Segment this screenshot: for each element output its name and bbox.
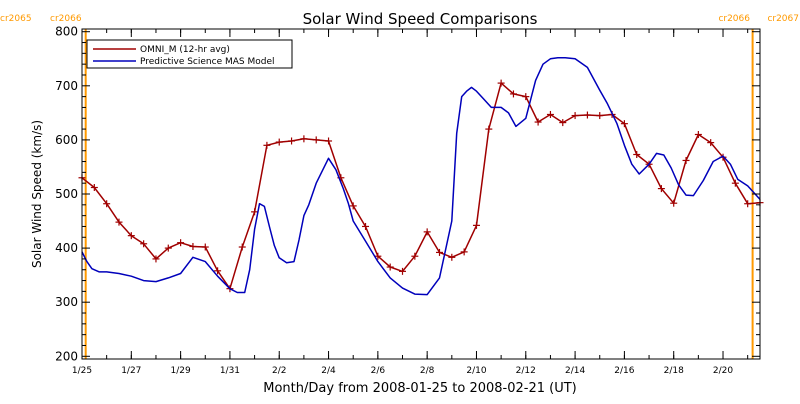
- legend-box: [86, 39, 293, 69]
- legend: OMNI_M (12-hr avg) Predictive Science MA…: [86, 39, 293, 69]
- data-point-omni: [411, 252, 419, 260]
- carrington-label: cr2067: [767, 14, 799, 24]
- x-tick-label: 2/12: [516, 366, 536, 376]
- data-point-omni: [472, 221, 480, 229]
- data-point-omni: [682, 156, 690, 164]
- data-point-omni: [386, 263, 394, 271]
- y-tick-label: 200: [55, 349, 78, 363]
- data-point-omni: [263, 141, 271, 149]
- data-point-omni: [164, 244, 172, 252]
- data-point-omni: [485, 125, 493, 133]
- data-point-omni: [300, 135, 308, 143]
- y-tick-label: 800: [55, 25, 78, 39]
- x-tick-label: 1/31: [220, 366, 240, 376]
- data-point-omni: [127, 232, 135, 240]
- y-tick-label: 500: [55, 187, 78, 201]
- legend-label-omni: OMNI_M (12-hr avg): [140, 45, 230, 55]
- data-point-omni: [707, 139, 715, 147]
- x-tick-label: 2/4: [321, 366, 336, 376]
- data-point-omni: [214, 267, 222, 275]
- data-point-omni: [251, 208, 259, 216]
- data-point-omni: [349, 202, 357, 210]
- legend-label-mas: Predictive Science MAS Model: [140, 57, 275, 67]
- series-line-mas: [81, 56, 761, 296]
- data-point-omni: [201, 243, 209, 251]
- data-point-omni: [509, 90, 517, 98]
- data-point-omni: [103, 200, 111, 208]
- data-point-omni: [448, 253, 456, 261]
- x-tick-label: 1/25: [72, 366, 92, 376]
- x-tick-label: 1/27: [121, 366, 141, 376]
- x-tick-label: 1/29: [171, 366, 191, 376]
- x-axis-label: Month/Day from 2008-01-25 to 2008-02-21 …: [263, 381, 576, 396]
- x-tick-label: 2/10: [466, 366, 486, 376]
- y-tick-label: 600: [55, 133, 78, 147]
- data-point-omni: [140, 240, 148, 248]
- data-point-omni: [312, 136, 320, 144]
- data-point-omni: [670, 199, 678, 207]
- data-point-omni: [633, 151, 641, 159]
- data-point-omni: [620, 120, 628, 128]
- y-tick-label: 400: [55, 241, 78, 255]
- data-point-omni: [571, 112, 579, 120]
- data-point-omni: [152, 255, 160, 263]
- y-axis-label: Solar Wind Speed (km/s): [30, 120, 44, 268]
- data-point-omni: [534, 118, 542, 126]
- data-point-omni: [177, 239, 185, 247]
- chart-title: Solar Wind Speed Comparisons: [303, 10, 538, 28]
- x-tick-label: 2/6: [371, 366, 386, 376]
- data-point-omni: [522, 93, 530, 101]
- data-point-omni: [288, 137, 296, 145]
- data-point-omni: [325, 137, 333, 145]
- x-tick-label: 2/20: [713, 366, 733, 376]
- y-tick-label: 300: [55, 295, 78, 309]
- data-point-omni: [596, 112, 604, 120]
- data-point-omni: [399, 267, 407, 275]
- data-point-omni: [744, 200, 752, 208]
- data-point-omni: [374, 252, 382, 260]
- x-tick-label: 2/2: [272, 366, 286, 376]
- data-point-omni: [657, 185, 665, 193]
- carrington-label: cr2066: [718, 14, 750, 24]
- x-tick-label: 2/14: [565, 366, 585, 376]
- data-point-omni: [362, 222, 370, 230]
- data-point-omni: [423, 228, 431, 236]
- data-point-omni: [115, 218, 123, 226]
- y-tick-label: 700: [55, 79, 78, 93]
- data-point-omni: [460, 248, 468, 256]
- data-point-omni: [559, 119, 567, 127]
- x-tick-label: 2/8: [420, 366, 435, 376]
- axes-layer: 200 300 400 500 600 700 800 1/25 1/27 1/29 1/31 2/2…: [55, 25, 761, 376]
- data-point-omni: [546, 110, 554, 118]
- data-point-omni: [731, 179, 739, 187]
- data-point-omni: [694, 130, 702, 138]
- data-point-omni: [90, 184, 98, 192]
- data-point-omni: [583, 111, 591, 119]
- carrington-label: cr2065: [0, 14, 32, 24]
- data-point-omni: [275, 138, 283, 146]
- x-tick-label: 2/16: [614, 366, 634, 376]
- carrington-label: cr2066: [50, 14, 82, 24]
- data-point-omni: [497, 79, 505, 87]
- data-point-omni: [435, 248, 443, 256]
- data-point-omni: [189, 242, 197, 250]
- x-tick-label: 2/18: [664, 366, 684, 376]
- data-point-omni: [238, 243, 246, 251]
